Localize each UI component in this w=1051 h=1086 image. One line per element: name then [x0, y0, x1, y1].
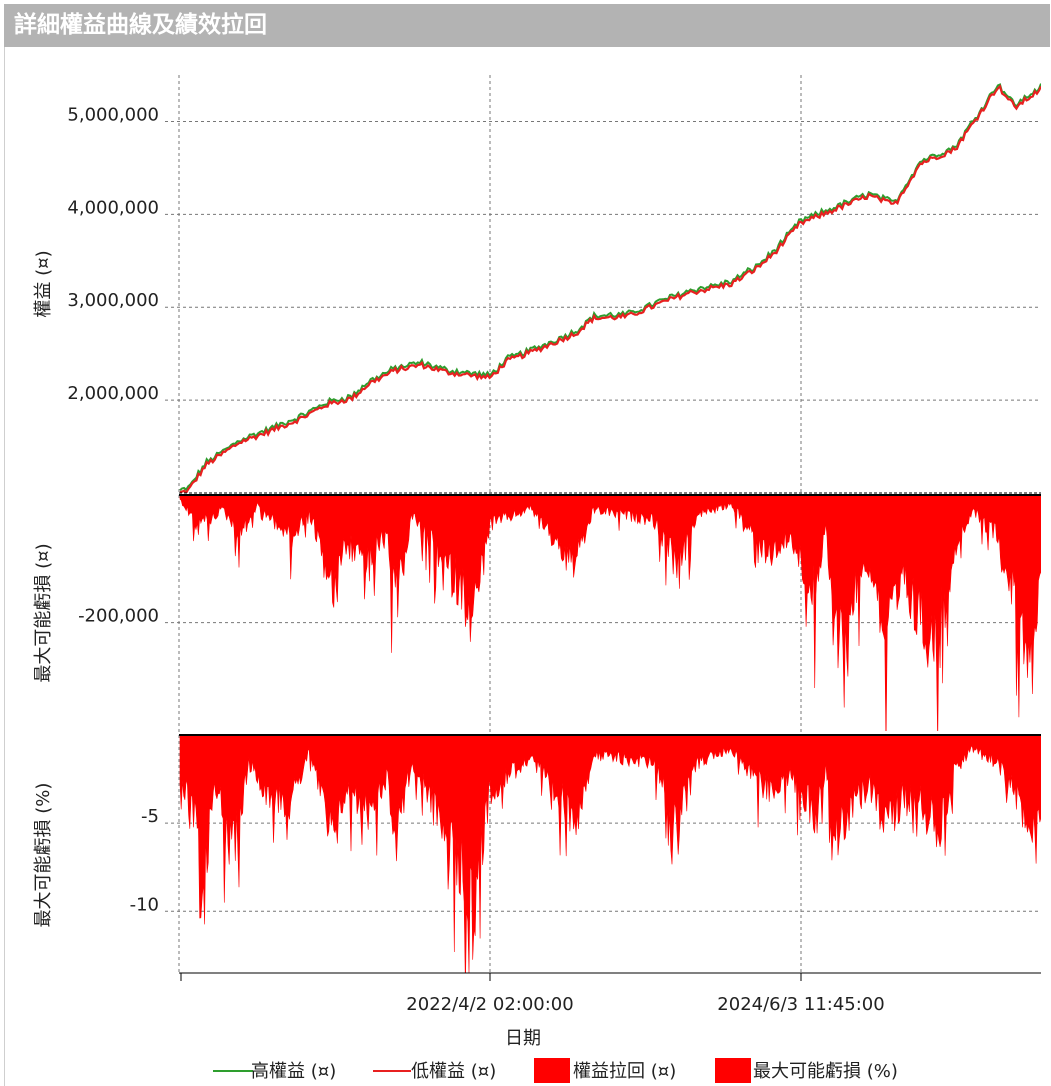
chart-window-title: 詳細權益曲線及績效拉回 [4, 4, 1050, 47]
legend-label-equity-drawdown: 權益拉回 (¤) [573, 1061, 676, 1082]
legend-swatch-max-loss-pct [715, 1058, 751, 1083]
high-equity-line [179, 83, 1041, 492]
y-tick-label: 3,000,000 [67, 290, 159, 311]
x-tick-label: 2022/4/2 02:00:00 [406, 994, 573, 1015]
low-equity-line [179, 84, 1041, 493]
y-tick-label: 4,000,000 [67, 197, 159, 218]
y-tick-label: -10 [130, 894, 159, 915]
y-tick-label: 2,000,000 [67, 383, 159, 404]
max-loss-pct-area [179, 735, 1041, 973]
drawdown-pct-axis-title: 最大可能虧損 (%) [33, 783, 54, 928]
y-tick-label: 5,000,000 [67, 104, 159, 125]
y-tick-label: -5 [141, 806, 159, 827]
legend-label-high-equity: 高權益 (¤) [251, 1061, 336, 1082]
chart-frame: 2,000,000 3,000,000 4,000,000 5,000,000 -200… [4, 47, 1050, 1086]
equity-axis-title: 權益 (¤) [33, 250, 54, 317]
legend-label-max-loss-pct: 最大可能虧損 (%) [753, 1061, 898, 1082]
equity-drawdown-chart: 2,000,000 3,000,000 4,000,000 5,000,000 -200… [33, 75, 1041, 1083]
equity-drawdown-area [179, 495, 1041, 731]
legend: 高權益 (¤) 低權益 (¤) 權益拉回 (¤) 最大可能虧損 (%) [213, 1058, 898, 1083]
x-tick-label: 2024/6/3 11:45:00 [717, 994, 884, 1015]
x-axis-title: 日期 [505, 1028, 541, 1049]
drawdown-axis-title: 最大可能虧損 (¤) [33, 543, 54, 682]
y-tick-label: -200,000 [78, 606, 159, 627]
legend-swatch-equity-drawdown [534, 1058, 570, 1083]
legend-label-low-equity: 低權益 (¤) [411, 1061, 496, 1082]
